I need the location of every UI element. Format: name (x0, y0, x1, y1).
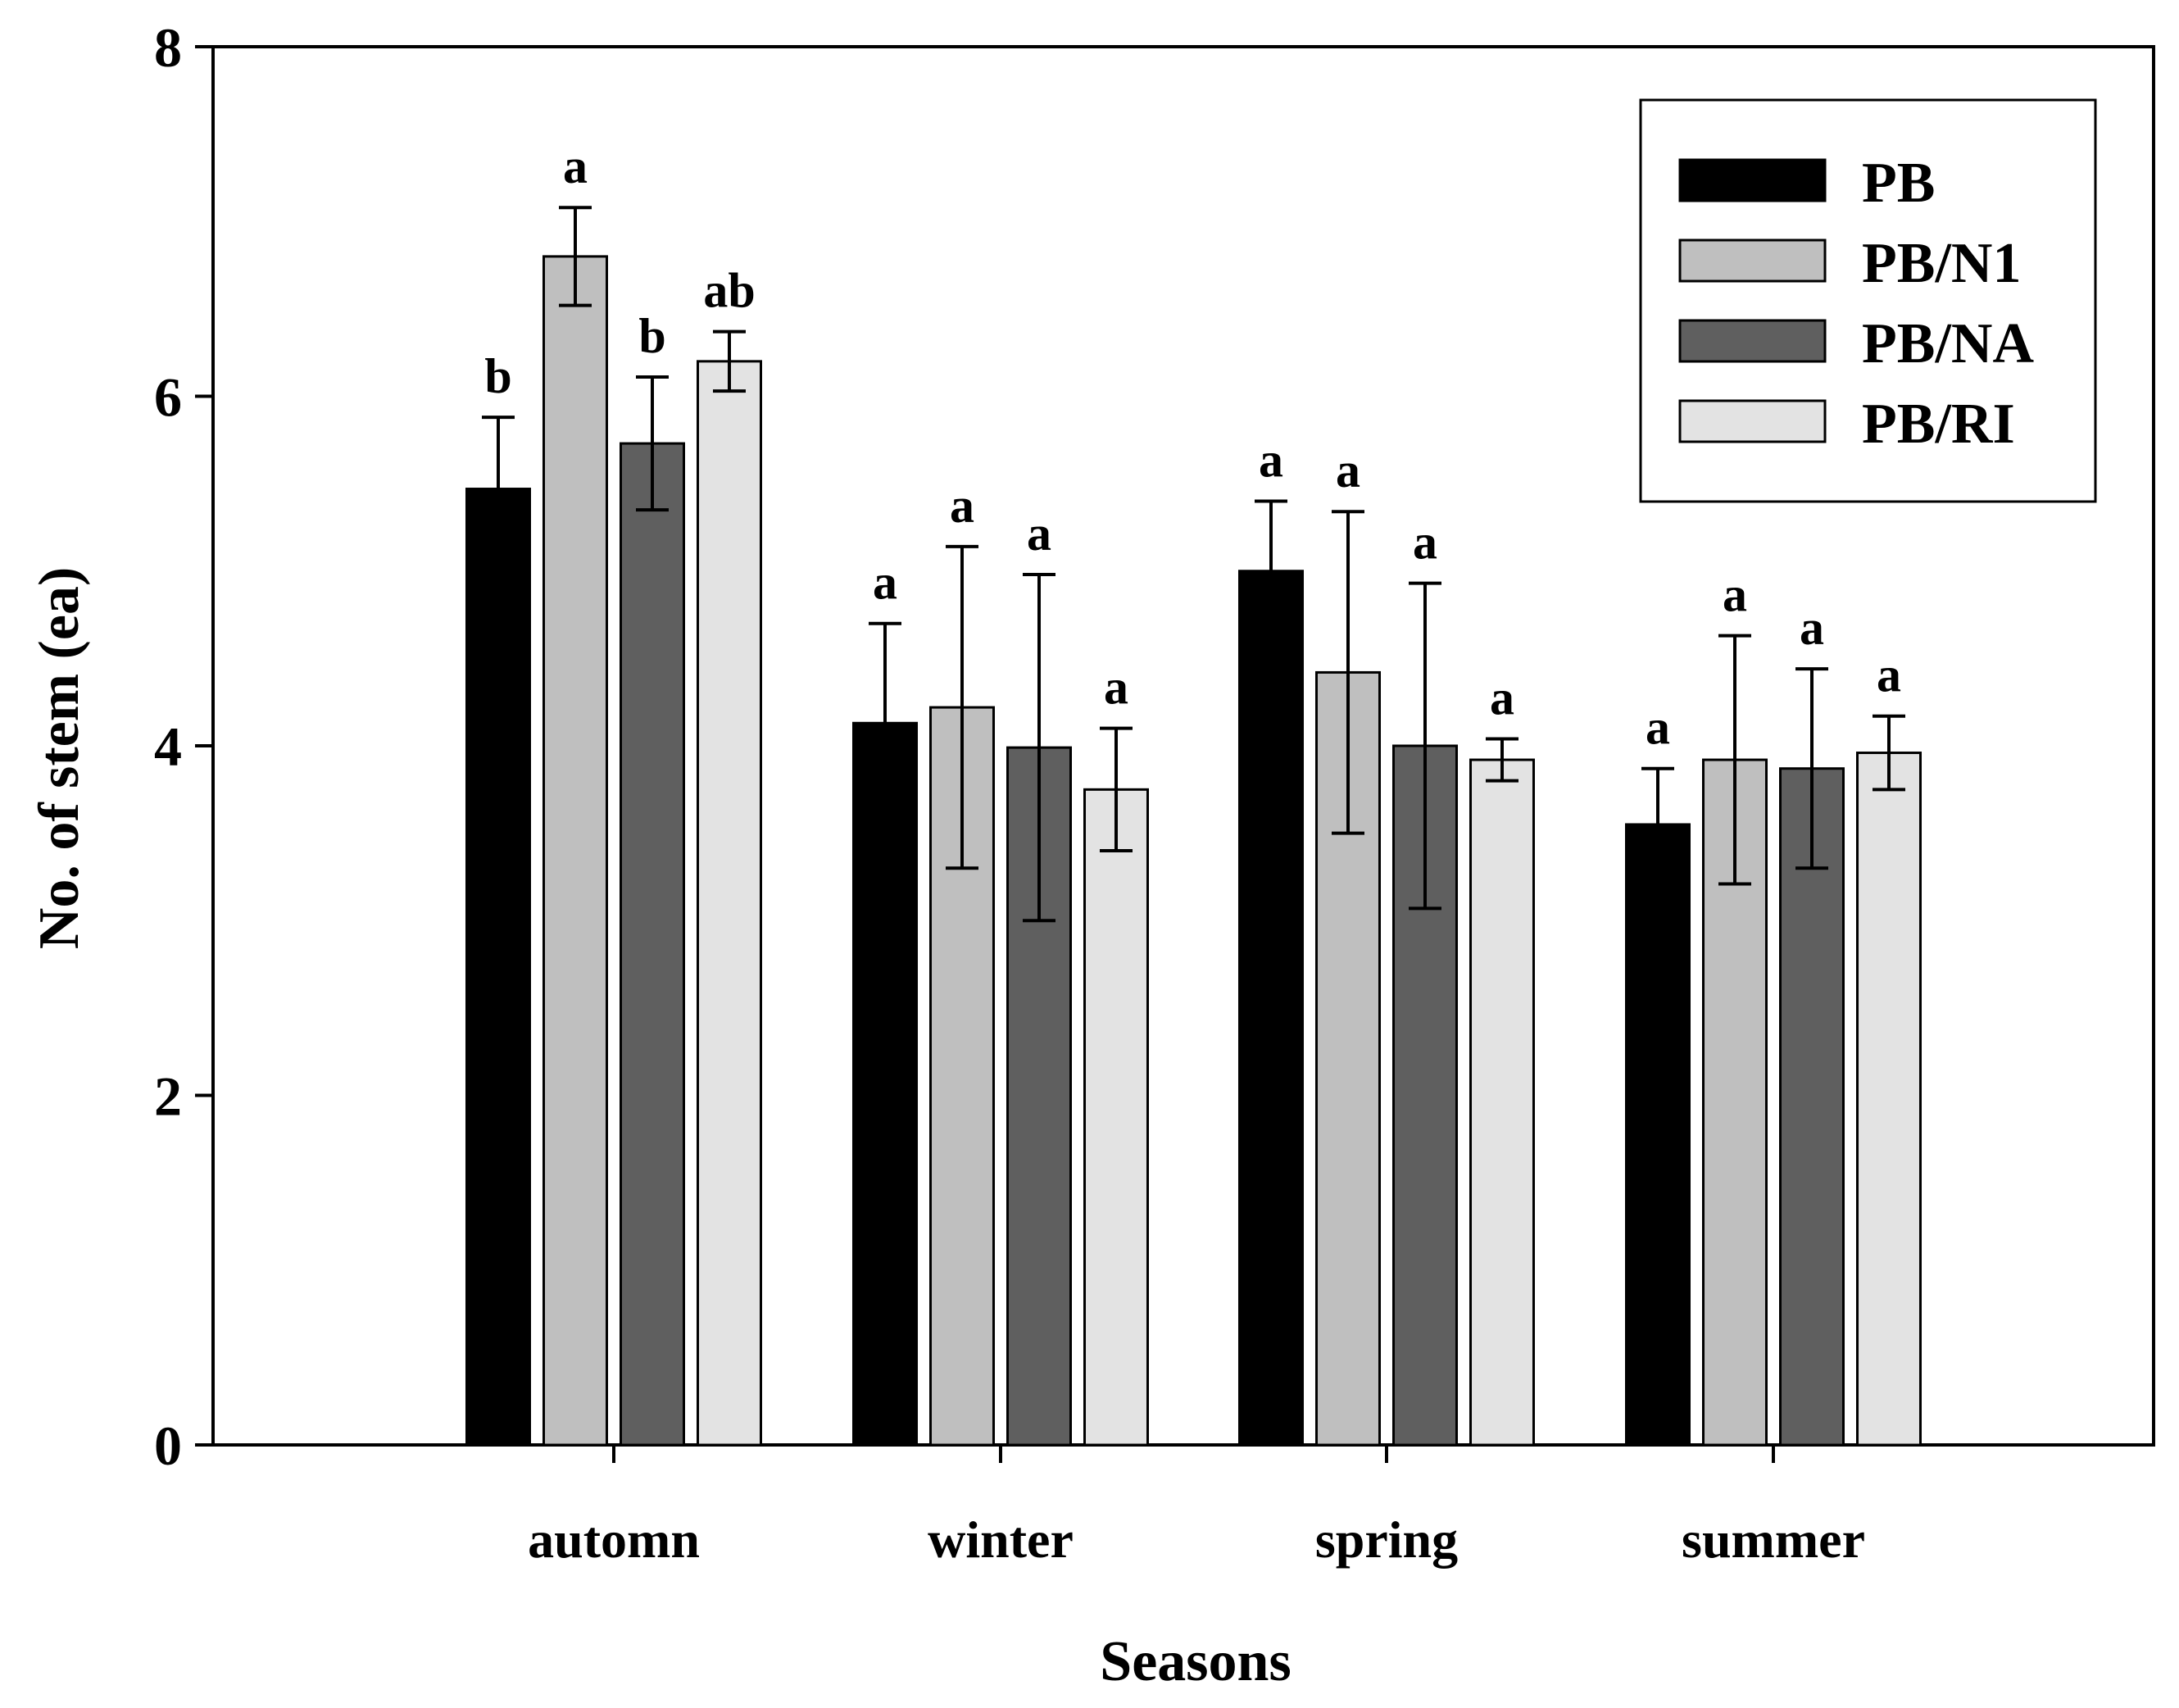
sig-label-spring-PB: a (1259, 433, 1283, 487)
x-tick-label-summer: summer (1682, 1510, 1865, 1569)
sig-label-spring-PB-RI: a (1490, 670, 1514, 725)
y-axis-title: No. of stem (ea) (28, 567, 91, 949)
x-axis-title: Seasons (1100, 1630, 1291, 1693)
sig-label-winter-PB-RI: a (1104, 661, 1128, 715)
legend-label-PB: PB (1862, 152, 1935, 215)
sig-label-summer-PB-NA: a (1800, 601, 1824, 655)
bar-automn-PB-RI (697, 360, 762, 1447)
sig-label-automn-PB-NA: b (638, 309, 665, 363)
y-tick-label-2: 2 (154, 1065, 182, 1128)
sig-label-summer-PB: a (1646, 701, 1670, 755)
x-tick-label-winter: winter (928, 1510, 1074, 1569)
legend-swatch-PB-N1 (1678, 238, 1827, 283)
bar-summer-PB-RI (1856, 752, 1922, 1447)
sig-label-automn-PB: b (484, 349, 511, 403)
error-bars-group (482, 206, 1905, 923)
sig-label-automn-PB-RI: ab (703, 264, 755, 318)
legend-label-PB-N1: PB/N1 (1862, 232, 2021, 295)
bar-summer-PB (1625, 823, 1691, 1447)
legend-label-PB-NA: PB/NA (1862, 312, 2034, 375)
sig-label-automn-PB-N1: a (563, 139, 588, 193)
bar-spring-PB-RI (1469, 758, 1535, 1447)
sig-label-spring-PB-NA: a (1413, 516, 1437, 570)
legend-label-PB-RI: PB/RI (1862, 393, 2015, 456)
y-tick-label-6: 6 (154, 366, 182, 429)
bar-automn-PB-NA (620, 442, 685, 1447)
sig-label-spring-PB-N1: a (1336, 443, 1360, 497)
sig-label-winter-PB-NA: a (1027, 506, 1051, 561)
x-axis: automn winter spring summer (528, 1445, 1865, 1569)
y-tick-label-4: 4 (154, 715, 182, 778)
legend: PB PB/N1 PB/NA PB/RI (1639, 98, 2097, 503)
sig-label-winter-PB-N1: a (950, 479, 974, 533)
legend-swatch-PB-NA (1678, 319, 1827, 363)
sig-label-summer-PB-RI: a (1877, 648, 1901, 702)
sig-label-winter-PB: a (873, 556, 897, 610)
bar-winter-PB-RI (1083, 788, 1149, 1447)
y-tick-label-0: 0 (154, 1415, 182, 1477)
legend-swatch-PB (1678, 158, 1827, 202)
legend-swatch-PB-RI (1678, 399, 1827, 443)
bar-spring-PB (1238, 570, 1304, 1447)
y-tick-label-8: 8 (154, 16, 182, 79)
x-tick-label-automn: automn (528, 1510, 700, 1569)
bar-automn-PB (465, 488, 531, 1447)
bar-winter-PB (852, 721, 918, 1447)
y-axis: 0 2 4 6 8 (154, 16, 213, 1477)
x-tick-label-spring: spring (1315, 1510, 1458, 1569)
bar-summer-PB-NA (1779, 767, 1845, 1447)
bar-automn-PB-N1 (542, 255, 608, 1447)
sig-label-summer-PB-N1: a (1723, 568, 1747, 622)
